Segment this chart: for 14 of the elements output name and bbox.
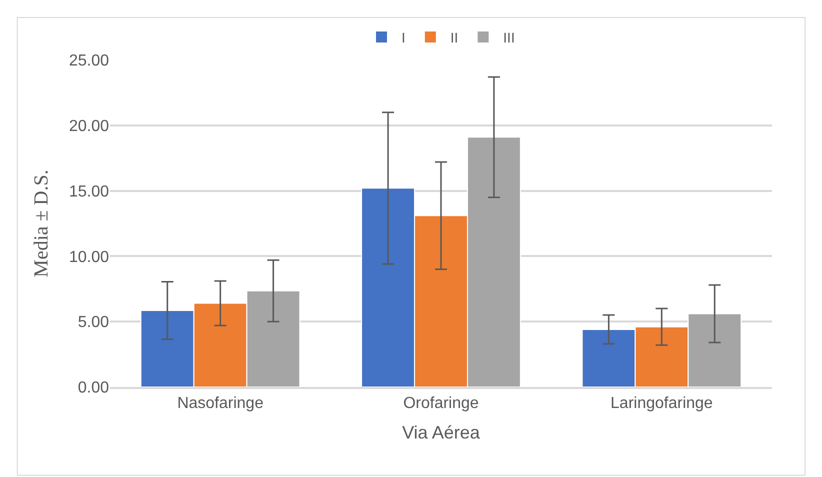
legend-label: II [450,30,458,46]
legend-label: I [402,30,406,46]
x-tick-label: Laringofaringe [610,394,713,412]
x-axis-title: Via Aérea [402,422,481,443]
y-tick-label: 15.00 [68,183,110,200]
y-axis-title: Media ± D.S. [30,170,52,278]
y-tick-label: 20.00 [68,118,110,135]
y-tick-label: 25.00 [68,52,110,70]
y-tick-label: 10.00 [68,248,110,266]
y-tick-label: 5.00 [78,314,110,332]
y-tick-label: 0.00 [78,380,110,397]
x-tick-label: Nasofaringe [177,394,264,412]
legend-label: III [503,30,515,46]
x-tick-label: Orofaringe [403,394,479,412]
